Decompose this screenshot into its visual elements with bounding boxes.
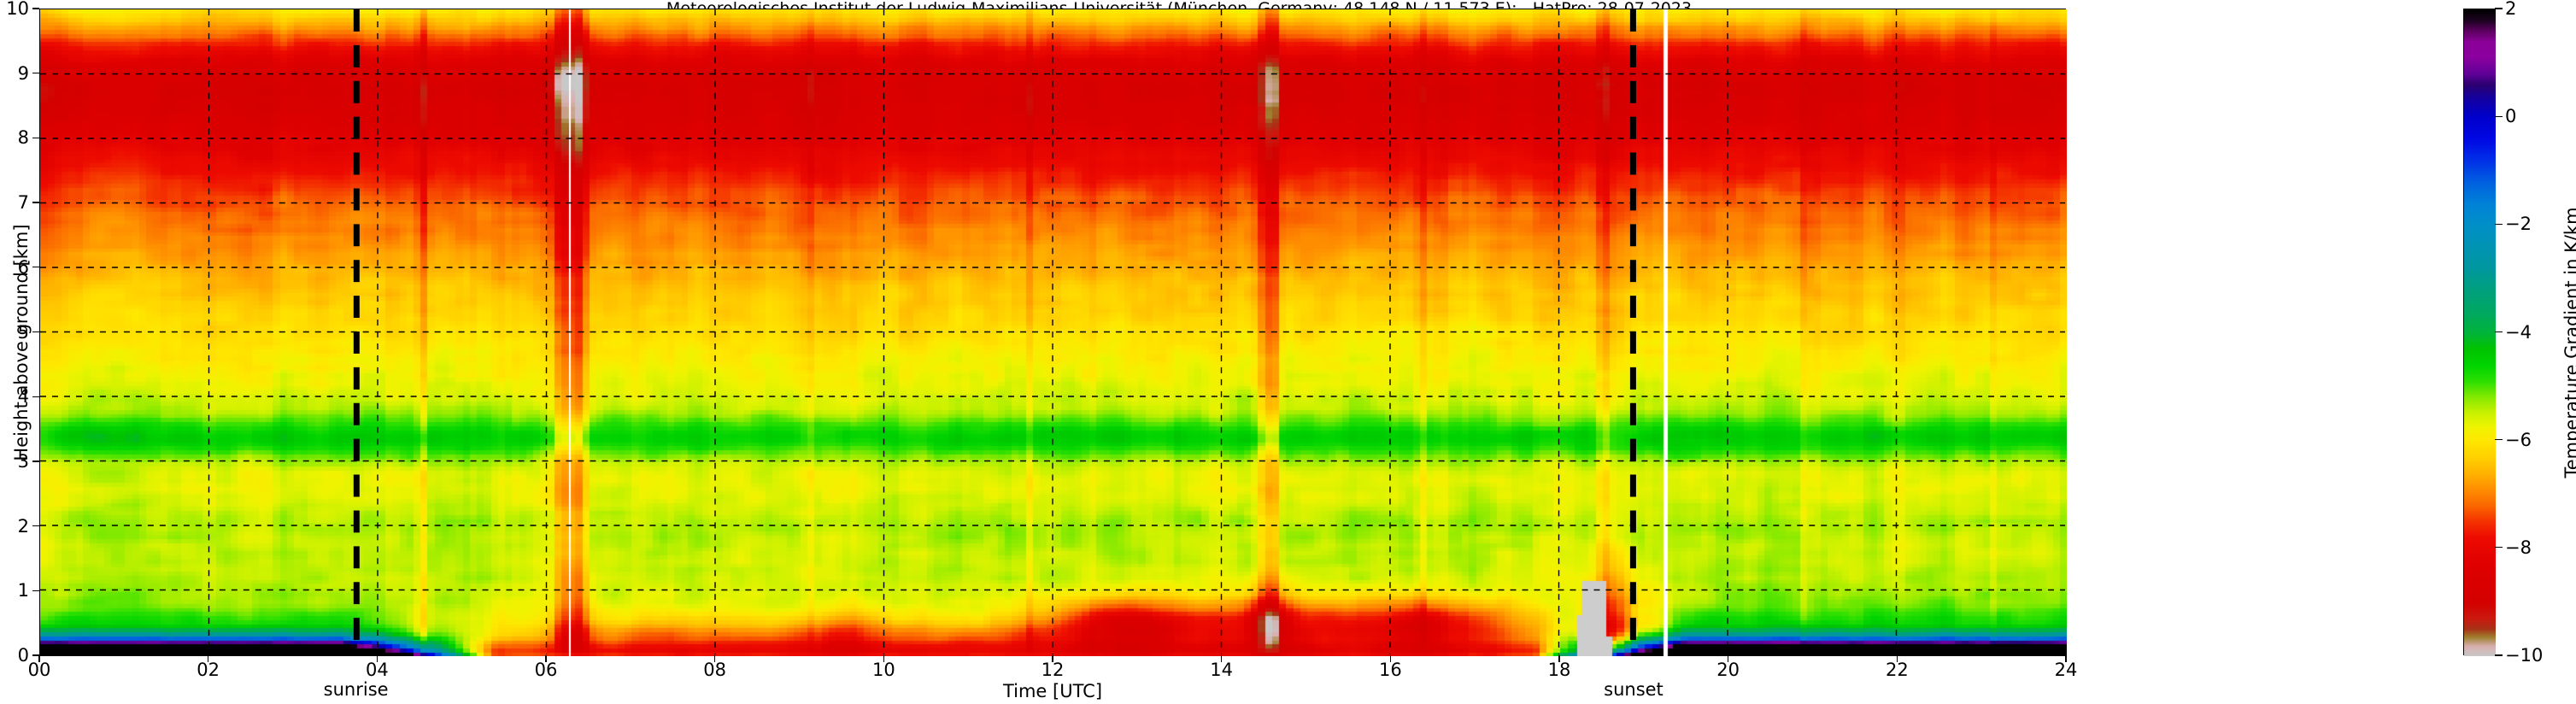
y-tickmark [32, 590, 39, 591]
x-axis-label: Time [UTC] [1002, 681, 1103, 701]
colorbar-gradient [2464, 9, 2496, 656]
event-label-sunrise: sunrise [323, 679, 389, 700]
colorbar-tickmark [2495, 439, 2503, 441]
x-tickmark [376, 655, 378, 662]
y-tickmark [32, 331, 39, 333]
colorbar-tick-label: −2 [2505, 214, 2532, 235]
x-tick-label: 20 [1716, 660, 1740, 680]
event-label-sunset: sunset [1604, 679, 1664, 700]
x-tick-label: 04 [365, 660, 389, 680]
x-tick-label: 22 [1885, 660, 1909, 680]
x-tickmark [714, 655, 716, 662]
x-tickmark [545, 655, 547, 662]
x-tick-label: 08 [703, 660, 727, 680]
heatmap-plot-area [39, 9, 2067, 656]
y-tick-label: 6 [17, 256, 29, 278]
x-tickmark [1896, 655, 1898, 662]
x-tickmark [2065, 655, 2067, 662]
y-tick-label: 0 [17, 645, 29, 666]
x-tick-label: 00 [27, 660, 51, 680]
y-axis-label: Height above ground [km] [11, 224, 32, 461]
x-tickmark [1389, 655, 1391, 662]
x-tick-label: 24 [2054, 660, 2078, 680]
x-tick-label: 12 [1041, 660, 1065, 680]
y-tick-label: 2 [17, 515, 29, 537]
colorbar [2463, 9, 2496, 656]
x-tick-label: 06 [534, 660, 558, 680]
colorbar-tickmark [2495, 8, 2503, 9]
y-tickmark [32, 525, 39, 527]
colorbar-tickmark [2495, 654, 2503, 656]
y-tick-label: 4 [17, 386, 29, 408]
x-tick-label: 16 [1378, 660, 1402, 680]
y-tickmark [32, 8, 39, 9]
x-tickmark [883, 655, 884, 662]
x-tick-label: 02 [197, 660, 220, 680]
x-tickmark [1221, 655, 1223, 662]
colorbar-tick-label: −10 [2505, 645, 2544, 666]
colorbar-tickmark [2495, 115, 2503, 117]
y-tickmark [32, 396, 39, 397]
colorbar-label: Temperature Gradient in K/km [2561, 207, 2576, 478]
x-tick-label: 10 [871, 660, 895, 680]
y-tick-label: 5 [17, 321, 29, 343]
y-tickmark [32, 654, 39, 656]
x-tickmark [1558, 655, 1560, 662]
y-tick-label: 9 [17, 62, 29, 84]
colorbar-tick-label: −8 [2505, 537, 2532, 558]
colorbar-tickmark [2495, 331, 2503, 333]
x-tick-label: 18 [1547, 660, 1571, 680]
y-tick-label: 8 [17, 127, 29, 149]
y-tick-label: 10 [6, 0, 29, 19]
colorbar-tickmark [2495, 223, 2503, 225]
colorbar-tick-label: −4 [2505, 321, 2532, 343]
y-tick-label: 1 [17, 580, 29, 601]
x-tickmark [1052, 655, 1053, 662]
colorbar-tick-label: 0 [2505, 106, 2517, 127]
colorbar-tick-label: −6 [2505, 429, 2532, 450]
colorbar-tickmark [2495, 547, 2503, 549]
y-tick-label: 7 [17, 192, 29, 214]
x-tick-label: 14 [1210, 660, 1234, 680]
colorbar-tick-label: 2 [2505, 0, 2517, 19]
x-tickmark [38, 655, 40, 662]
y-tick-label: 3 [17, 450, 29, 472]
heatmap-canvas [40, 9, 2067, 656]
